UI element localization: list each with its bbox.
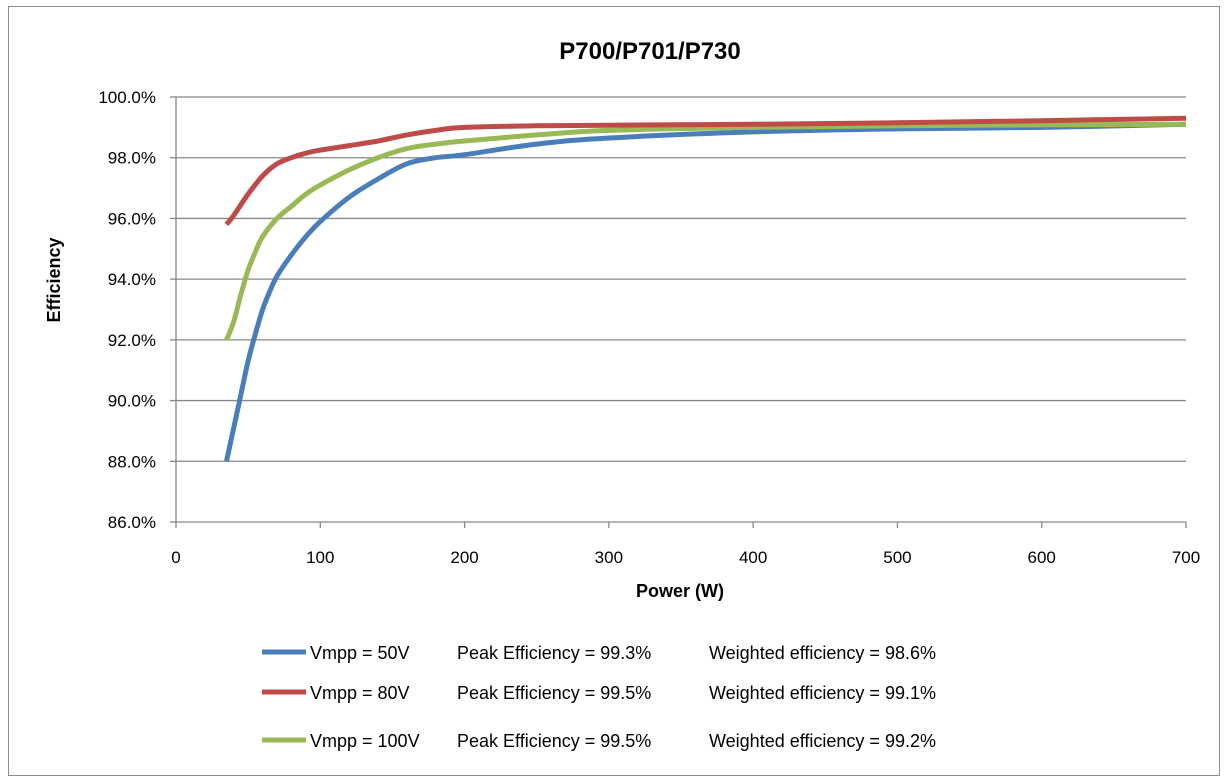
y-tick-label: 90.0% [108,392,156,411]
y-tick-labels: 86.0% 88.0% 90.0% 92.0% 94.0% 96.0% 98.0% 100.0… [98,88,156,532]
legend-peak-efficiency: Peak Efficiency = 99.3% [457,643,651,663]
x-axis-label: Power (W) [636,581,724,601]
legend-weighted-efficiency: Weighted efficiency = 98.6% [709,643,936,663]
legend-weighted-efficiency: Weighted efficiency = 99.2% [709,731,936,751]
gridlines [176,96,1186,462]
y-tick-label: 96.0% [108,209,156,228]
series-line-1 [224,115,1187,227]
x-tick-label: 700 [1172,548,1200,567]
x-tick-label: 0 [171,548,180,567]
axes [170,96,1187,528]
legend-peak-efficiency: Peak Efficiency = 99.5% [457,731,651,751]
y-tick-label: 98.0% [108,149,156,168]
x-tick-label: 100 [306,548,334,567]
legend-peak-efficiency: Peak Efficiency = 99.5% [457,683,651,703]
y-tick-label: 86.0% [108,513,156,532]
series-lines [224,115,1187,462]
x-tick-label: 400 [739,548,767,567]
y-tick-label: 100.0% [98,88,156,107]
legend-series-name: Vmpp = 80V [310,683,410,703]
x-tick-label: 600 [1028,548,1056,567]
x-tick-label: 500 [883,548,911,567]
y-tick-label: 88.0% [108,452,156,471]
legend-weighted-efficiency: Weighted efficiency = 99.1% [709,683,936,703]
x-tick-label: 300 [595,548,623,567]
legend-series-name: Vmpp = 50V [310,643,410,663]
legend: Vmpp = 50V Peak Efficiency = 99.3% Weighte… [262,643,936,751]
chart-title: P700/P701/P730 [559,38,741,65]
y-tick-label: 94.0% [108,270,156,289]
x-tick-labels: 0 100 200 300 400 500 600 700 [171,548,1200,567]
y-axis-label: Efficiency [44,237,64,322]
x-tick-label: 200 [450,548,478,567]
series-line-0 [224,121,1187,462]
legend-series-name: Vmpp = 100V [310,731,420,751]
y-tick-label: 92.0% [108,331,156,350]
series-line-2 [224,121,1187,341]
